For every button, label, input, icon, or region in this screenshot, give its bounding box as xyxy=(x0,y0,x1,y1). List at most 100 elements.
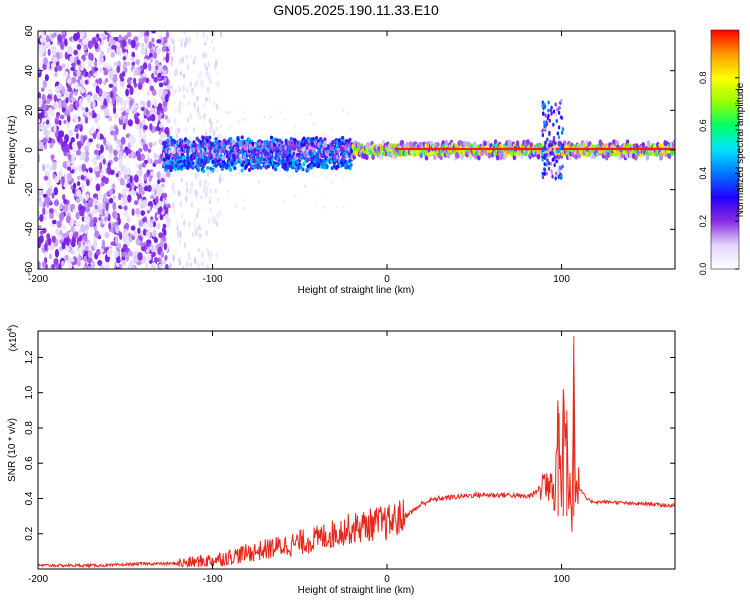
spectrogram-cell xyxy=(42,216,48,221)
spectrogram-cell xyxy=(162,100,168,108)
spectrogram-cell xyxy=(149,56,153,64)
spectrogram-cell xyxy=(222,177,225,181)
colorbar-tick-label: 0.4 xyxy=(698,167,708,180)
spectrogram-cell xyxy=(75,132,79,140)
spectrogram-cell xyxy=(60,260,65,267)
spectrogram-cell xyxy=(223,110,226,114)
spectrogram-cell xyxy=(233,166,237,171)
spectrogram-cell xyxy=(96,154,100,160)
spectrogram-cell xyxy=(80,174,85,181)
spectrogram-cell xyxy=(205,69,209,78)
spectrogram-cell xyxy=(161,185,165,193)
spectrogram-cell xyxy=(56,91,62,99)
spectrogram-cell xyxy=(144,186,149,192)
spectrogram-cell xyxy=(314,135,319,140)
spectrogram-cell xyxy=(94,204,98,210)
spectrogram-cell xyxy=(89,127,95,135)
spectrogram-cell xyxy=(84,245,89,252)
spectrogram-cell xyxy=(126,216,131,224)
figure-title: GN05.2025.190.11.33.E10 xyxy=(273,2,439,18)
spectrogram-cell xyxy=(321,193,324,197)
spectrogram-cell xyxy=(42,164,46,172)
spectrogram-cell xyxy=(138,167,143,177)
spectrogram-cell xyxy=(122,122,126,130)
spectrogram-cell xyxy=(148,41,153,50)
spectrogram-cell xyxy=(541,171,544,176)
spectrogram-cell xyxy=(99,135,105,140)
spectrogram-cell xyxy=(155,195,159,205)
spectrogram-cell xyxy=(99,67,103,73)
spectrogram-cell xyxy=(549,161,553,166)
spectrogram-cell xyxy=(77,254,81,263)
spectrogram-cell xyxy=(121,111,127,117)
spectrogram-cell xyxy=(172,148,176,155)
spectrogram-cell xyxy=(111,40,117,46)
spectrogram-cell xyxy=(102,208,106,217)
spectrogram-cell xyxy=(53,32,57,38)
spectrogram-cell xyxy=(158,64,163,73)
spectrogram-cell xyxy=(550,171,554,176)
spectrogram-cell xyxy=(143,125,148,131)
spectrogram-cell xyxy=(64,88,69,98)
spectrogram-cell xyxy=(120,115,125,121)
spectrogram-cell xyxy=(185,181,189,188)
spectrogram-cell xyxy=(128,264,132,269)
spectrogram-cell xyxy=(126,61,131,66)
spectrogram-cell xyxy=(93,61,98,68)
spectrogram-cell xyxy=(166,203,171,209)
spectrogram-cell xyxy=(192,90,195,97)
spectrogram-cell xyxy=(67,46,73,55)
spectrogram-cell xyxy=(106,166,111,173)
spectrogram-cell xyxy=(162,56,167,61)
spectrogram-cell xyxy=(285,167,289,172)
spectrogram-cell xyxy=(214,139,218,144)
spectrogram-cell xyxy=(80,79,85,85)
spectrogram-cell xyxy=(41,31,45,38)
spectrogram-cell xyxy=(140,46,146,56)
spectrogram-cell xyxy=(483,140,487,147)
spectrogram-cell xyxy=(290,165,295,170)
spectrogram-cell xyxy=(96,113,101,122)
spectrogram-cell xyxy=(542,102,545,107)
spectrogram-cell xyxy=(202,187,205,194)
spectrogram-cell xyxy=(545,122,549,127)
spectrogram-cell xyxy=(38,186,44,192)
spectrogram-cell xyxy=(515,140,520,147)
spectrogram-cell xyxy=(79,156,84,161)
spectrogram-cell xyxy=(43,256,48,264)
spectrogram-cell xyxy=(121,255,126,262)
colorbar-tick-label: 0.2 xyxy=(698,215,708,228)
spectrogram-cell xyxy=(113,88,117,97)
spectrogram-cell xyxy=(172,188,176,196)
spectrogram-cell xyxy=(349,127,352,131)
spectrogram-cell xyxy=(129,86,134,96)
spectrogram-cell xyxy=(556,149,559,154)
spectrogram-cell xyxy=(151,37,155,43)
spectrogram-cell xyxy=(330,127,333,131)
spectrogram-cell xyxy=(87,249,93,259)
spectrogram-cell xyxy=(154,65,159,71)
spectrogram-cell xyxy=(172,254,175,262)
spectrogram-cell xyxy=(154,59,160,66)
spectrogram-cell xyxy=(174,163,178,168)
spectrogram-cell xyxy=(118,263,123,269)
spectrogram-cell xyxy=(302,161,306,166)
spectrogram-cell xyxy=(178,100,182,108)
spectrogram-cell xyxy=(80,65,85,72)
spectrogram-cell xyxy=(120,198,125,208)
spectrogram-cell xyxy=(179,70,183,76)
spectrogram-y-tick-label: 0 xyxy=(24,147,35,153)
spectrogram-cell xyxy=(179,200,183,208)
spectrogram-cell xyxy=(175,219,179,226)
spectrogram-cell xyxy=(51,263,56,269)
spectrogram-cell xyxy=(242,110,245,114)
spectrogram-cell xyxy=(205,96,208,102)
spectrogram-cell xyxy=(206,169,210,178)
spectrogram-cell xyxy=(116,242,122,250)
snr-plot-area xyxy=(38,331,675,569)
spectrogram-cell xyxy=(181,56,185,64)
spectrogram-cell xyxy=(195,189,198,196)
spectrogram-cell xyxy=(61,176,65,186)
spectrogram-cell xyxy=(123,210,129,218)
spectrogram-cell xyxy=(190,184,193,190)
